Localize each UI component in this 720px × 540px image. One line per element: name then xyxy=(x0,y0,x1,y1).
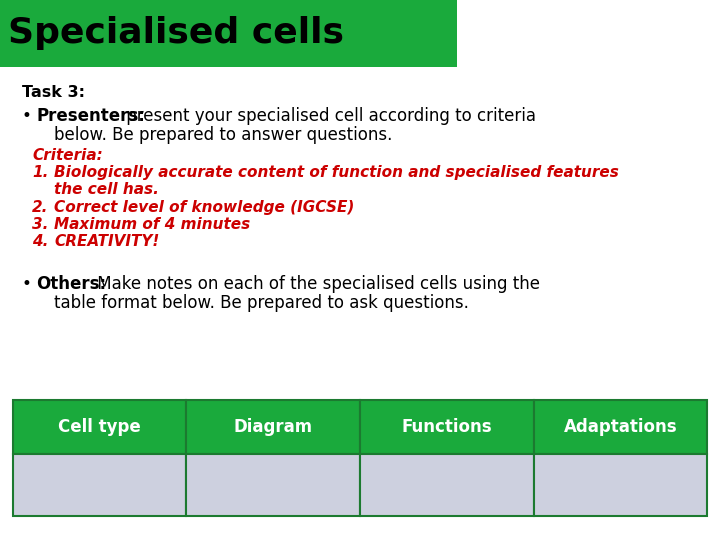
Text: Specialised cells: Specialised cells xyxy=(8,17,344,51)
Text: 4.: 4. xyxy=(32,234,48,249)
Text: Others:: Others: xyxy=(36,275,106,293)
Text: Maximum of 4 minutes: Maximum of 4 minutes xyxy=(54,217,251,232)
Bar xyxy=(186,454,360,516)
Text: Functions: Functions xyxy=(402,417,492,436)
Text: CREATIVITY!: CREATIVITY! xyxy=(54,234,159,249)
Text: below. Be prepared to answer questions.: below. Be prepared to answer questions. xyxy=(54,126,392,144)
Text: 2.: 2. xyxy=(32,200,48,215)
Text: •: • xyxy=(22,275,37,293)
Text: Presenters:: Presenters: xyxy=(36,107,145,125)
Bar xyxy=(13,454,186,516)
Text: the cell has.: the cell has. xyxy=(54,182,159,197)
Text: •: • xyxy=(22,107,37,125)
Text: present your specialised cell according to criteria: present your specialised cell according … xyxy=(121,107,536,125)
Text: Adaptations: Adaptations xyxy=(564,417,677,436)
Bar xyxy=(360,454,534,516)
Text: 1.: 1. xyxy=(32,165,48,180)
Text: Cell type: Cell type xyxy=(58,417,141,436)
Text: Biologically accurate content of function and specialised features: Biologically accurate content of functio… xyxy=(54,165,619,180)
Text: Task 3:: Task 3: xyxy=(22,85,85,100)
Text: Diagram: Diagram xyxy=(234,417,312,436)
Text: Criteria:: Criteria: xyxy=(32,148,103,163)
Bar xyxy=(534,400,707,454)
Bar xyxy=(0,0,457,67)
Text: table format below. Be prepared to ask questions.: table format below. Be prepared to ask q… xyxy=(54,294,469,312)
Bar xyxy=(186,400,360,454)
Text: Make notes on each of the specialised cells using the: Make notes on each of the specialised ce… xyxy=(92,275,540,293)
Bar xyxy=(360,400,534,454)
Text: Correct level of knowledge (IGCSE): Correct level of knowledge (IGCSE) xyxy=(54,200,354,215)
Bar xyxy=(534,454,707,516)
Bar xyxy=(13,400,186,454)
Text: 3.: 3. xyxy=(32,217,48,232)
